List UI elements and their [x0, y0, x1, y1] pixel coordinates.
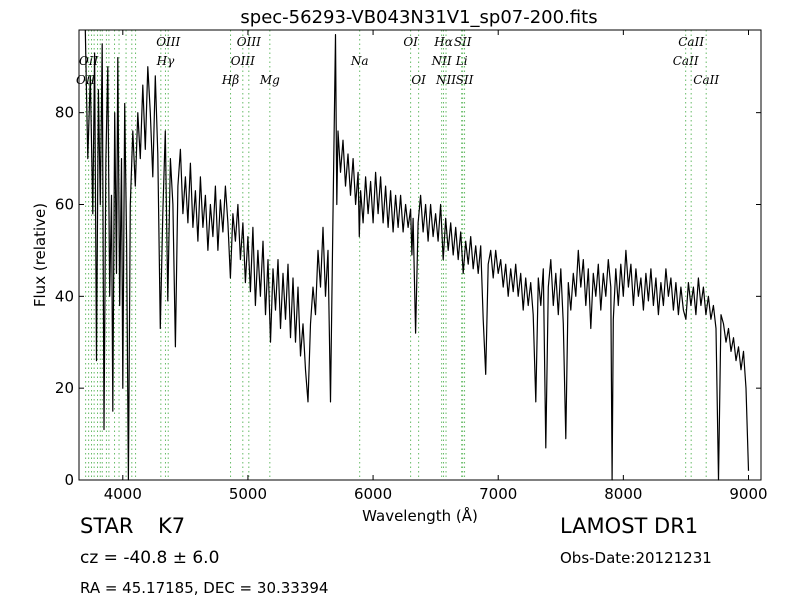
spectral-line-label: NII	[431, 54, 452, 68]
coordinates: RA = 45.17185, DEC = 30.33394	[80, 579, 329, 597]
observation-date: Obs-Date:20121231	[560, 549, 712, 567]
spectral-line-label: Li	[455, 54, 468, 68]
spectral-line-label: OII	[79, 54, 99, 68]
spectrum-line	[84, 29, 750, 481]
y-tick-label: 20	[55, 379, 74, 397]
x-tick-label: 7000	[479, 485, 517, 503]
y-tick-label: 80	[55, 104, 74, 122]
x-tick-label: 6000	[354, 485, 392, 503]
spectral-line-label: SII	[456, 73, 474, 87]
spectral-line-label: CaII	[693, 73, 719, 87]
x-tick-label: 4000	[104, 485, 142, 503]
spectrum-series	[84, 29, 750, 481]
spectral-line-label: SII	[454, 35, 472, 49]
spectral-line-label: Na	[350, 54, 369, 68]
spectral-line-label: CaII	[678, 35, 704, 49]
spectral-line-label: Hβ	[221, 73, 239, 87]
x-tick-label: 5000	[229, 485, 267, 503]
y-tick-label: 40	[55, 287, 74, 305]
y-tick-label: 0	[64, 471, 74, 489]
plot-frame	[78, 29, 762, 481]
y-tick-label: 60	[55, 195, 74, 213]
redshift-cz: cz = -40.8 ± 6.0	[80, 548, 220, 568]
x-axis-label: Wavelength (Å)	[362, 506, 478, 525]
spectral-line-label: CaII	[673, 54, 699, 68]
x-tick-label: 9000	[729, 485, 767, 503]
spectral-line-label: OI	[403, 35, 418, 49]
axis-ticks: 4000 5000 6000 7000 8000 9000 0 20 40 60 80	[55, 30, 768, 503]
spectral-line-label: OIII	[237, 35, 261, 49]
spectral-line-label: OIII	[156, 35, 180, 49]
spectral-line-label: Hγ	[156, 54, 175, 68]
y-axis-label: Flux (relative)	[31, 203, 49, 307]
survey-name: LAMOST DR1	[560, 514, 699, 538]
object-subclass: K7	[158, 514, 186, 538]
spectral-line-label: OIII	[231, 54, 255, 68]
spectral-line-label: Hα	[433, 35, 453, 49]
x-tick-label: 8000	[604, 485, 642, 503]
spectral-line-label: Mg	[259, 73, 280, 87]
object-class: STAR	[80, 514, 134, 538]
chart-title: spec-56293-VB043N31V1_sp07-200.fits	[240, 7, 597, 28]
spectral-line-label: OI	[411, 73, 426, 87]
spectral-line-label: NII	[435, 73, 456, 87]
